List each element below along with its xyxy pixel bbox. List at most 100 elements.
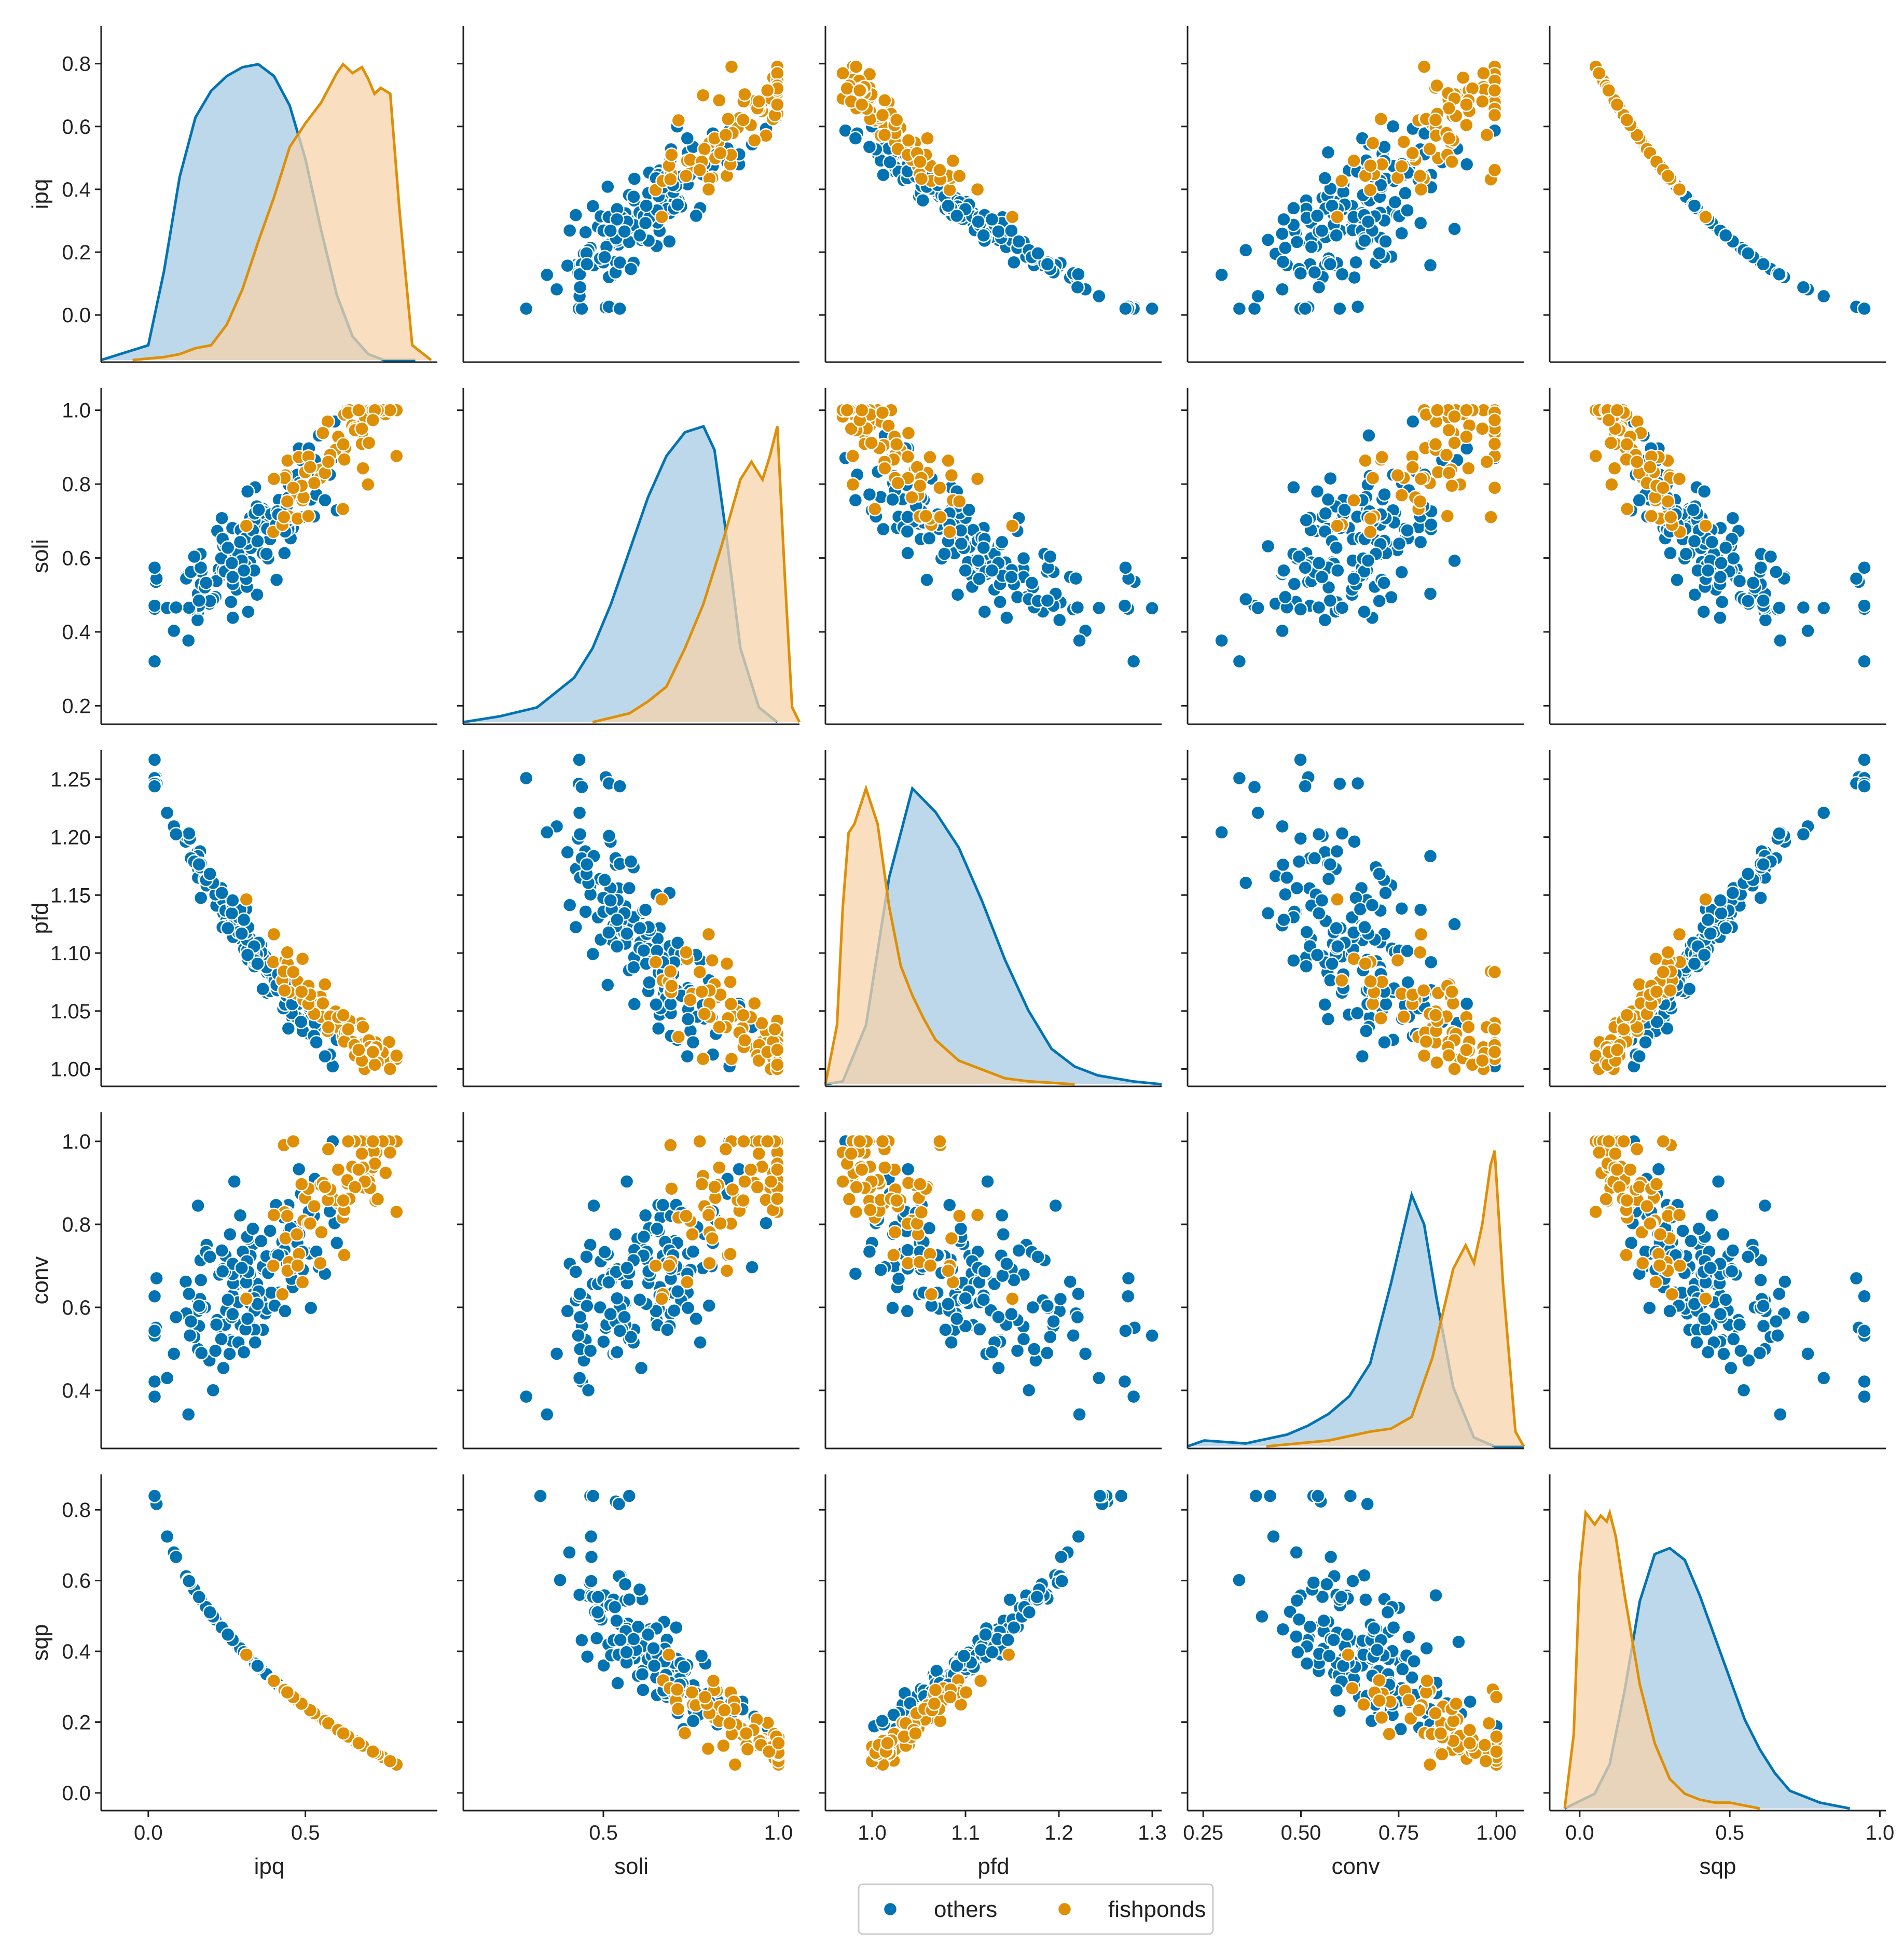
point-fishponds [266,1207,282,1223]
point-others [1078,1346,1093,1361]
x-tick-label: 1.0 [1866,1821,1895,1844]
point-others [1332,301,1347,316]
point-fishponds [702,1255,717,1271]
point-others [1048,1198,1063,1213]
point-fishponds [852,83,867,98]
point-others [649,997,664,1012]
point-fishponds [654,892,669,907]
point-fishponds [1461,461,1476,476]
point-others [1289,1545,1304,1560]
point-others [885,1300,900,1316]
point-others [1345,1573,1360,1589]
point-others [1334,600,1350,615]
point-others [1321,1648,1337,1664]
point-others [619,1174,635,1189]
point-fishponds [1660,168,1676,184]
point-others [291,1162,307,1177]
point-fishponds [1005,518,1020,533]
point-fishponds [315,425,330,440]
point-fishponds [1422,1757,1438,1772]
point-fishponds [1619,1193,1635,1208]
point-others [1718,228,1733,243]
point-others [1769,564,1784,579]
x-tick-label: 0.5 [1715,1821,1744,1844]
point-others [1723,1360,1739,1376]
point-others [1857,1389,1872,1404]
point-others [1348,255,1363,270]
point-fishponds [913,154,928,170]
point-others [607,1599,623,1615]
point-others [1756,1298,1771,1314]
point-fishponds [683,992,698,1007]
point-others [1118,560,1133,575]
point-fishponds [716,1738,731,1754]
point-fishponds [970,1207,985,1223]
point-others [251,502,266,518]
point-fishponds [1005,1291,1020,1306]
point-others [1447,917,1462,932]
point-others [1275,226,1290,241]
point-others [1424,955,1439,970]
point-others [518,770,534,786]
point-others [1293,752,1308,767]
point-fishponds [1447,435,1462,450]
point-fishponds [943,1690,958,1705]
point-fishponds [1656,1134,1671,1149]
point-fishponds [945,153,961,169]
y-tick-label: 1.0 [62,399,91,422]
panel-soli-vs-pfd [819,388,1162,725]
point-fishponds [1356,1697,1371,1712]
point-others [169,826,184,842]
point-others [1113,1488,1129,1503]
point-others [1773,1407,1788,1422]
point-others [540,825,555,840]
point-fishponds [1487,1022,1502,1037]
point-others [1714,556,1729,571]
point-others [1651,1162,1666,1177]
point-others [650,1221,665,1236]
point-others [873,1262,888,1277]
point-others [612,779,627,794]
point-fishponds [1660,945,1676,960]
point-fishponds [664,978,679,993]
point-fishponds [738,1726,754,1741]
point-fishponds [1649,1177,1664,1192]
point-others [1332,776,1347,791]
point-fishponds [336,1726,351,1741]
point-fishponds [663,1138,678,1153]
point-others [549,282,564,297]
point-others [976,540,991,556]
point-others [1291,1612,1307,1627]
point-others [583,1529,599,1544]
point-fishponds [1592,65,1607,81]
point-others [187,549,202,564]
point-others [572,1286,587,1302]
point-others [1291,854,1307,869]
point-others [580,257,595,272]
point-others [166,1346,182,1361]
point-others [1357,233,1372,249]
point-others [626,960,641,975]
point-others [612,1323,627,1338]
point-others [1796,280,1811,295]
point-others [1321,871,1336,887]
point-fishponds [1435,1747,1450,1762]
point-fishponds [389,1048,404,1064]
point-fishponds [1489,1690,1504,1705]
point-others [1042,1329,1058,1345]
point-fishponds [694,1177,709,1192]
point-others [900,1304,915,1319]
point-others [1334,826,1350,841]
point-others [199,575,214,590]
point-others [147,1488,162,1503]
point-others [1118,1323,1133,1338]
point-others [578,904,593,919]
point-others [1312,906,1327,921]
panel-pfd-vs-conv [1181,750,1524,1087]
point-others [1214,267,1229,283]
point-others [608,1227,623,1242]
point-others [600,179,615,195]
point-others [191,1298,206,1314]
point-others [533,1488,548,1503]
